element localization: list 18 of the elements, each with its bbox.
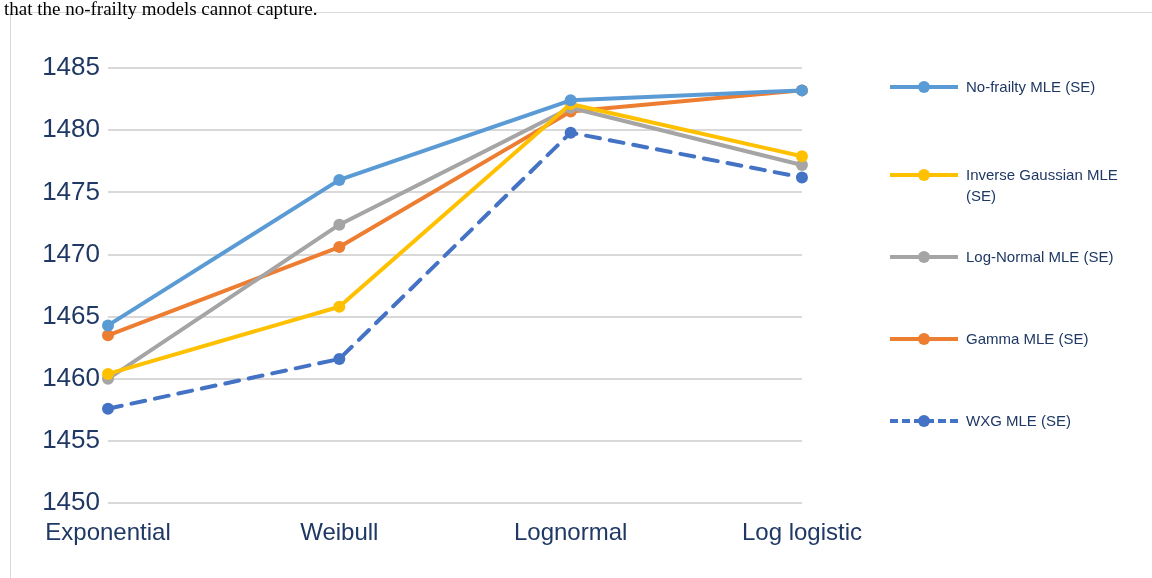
y-tick-label: 1470 [42, 237, 100, 268]
x-tick-label: Exponential [45, 518, 171, 546]
x-tick-label: Log logistic [741, 518, 862, 546]
y-tick-label: 1465 [42, 299, 100, 330]
legend-label: Inverse Gaussian MLE (SE) [966, 165, 1119, 206]
legend-label: No-frailty MLE (SE) [966, 77, 1096, 97]
y-tick-label: 1460 [42, 362, 100, 393]
legend-label: Log-Normal MLE (SE) [966, 247, 1114, 267]
y-tick-label: 1480 [42, 113, 100, 144]
y-tick-label: 1485 [42, 51, 100, 82]
text: that the no-frailty models cannot capture. [4, 0, 318, 20]
y-tick-label: 1455 [42, 424, 100, 455]
legend-label: Gamma MLE (SE) [966, 329, 1089, 349]
x-tick-label: Weibull [300, 518, 379, 546]
y-tick-label: 1450 [42, 486, 100, 517]
y-tick-label: 1475 [42, 175, 100, 206]
legend-label: WXG MLE (SE) [966, 411, 1072, 431]
x-tick-label: Lognormal [513, 518, 628, 546]
